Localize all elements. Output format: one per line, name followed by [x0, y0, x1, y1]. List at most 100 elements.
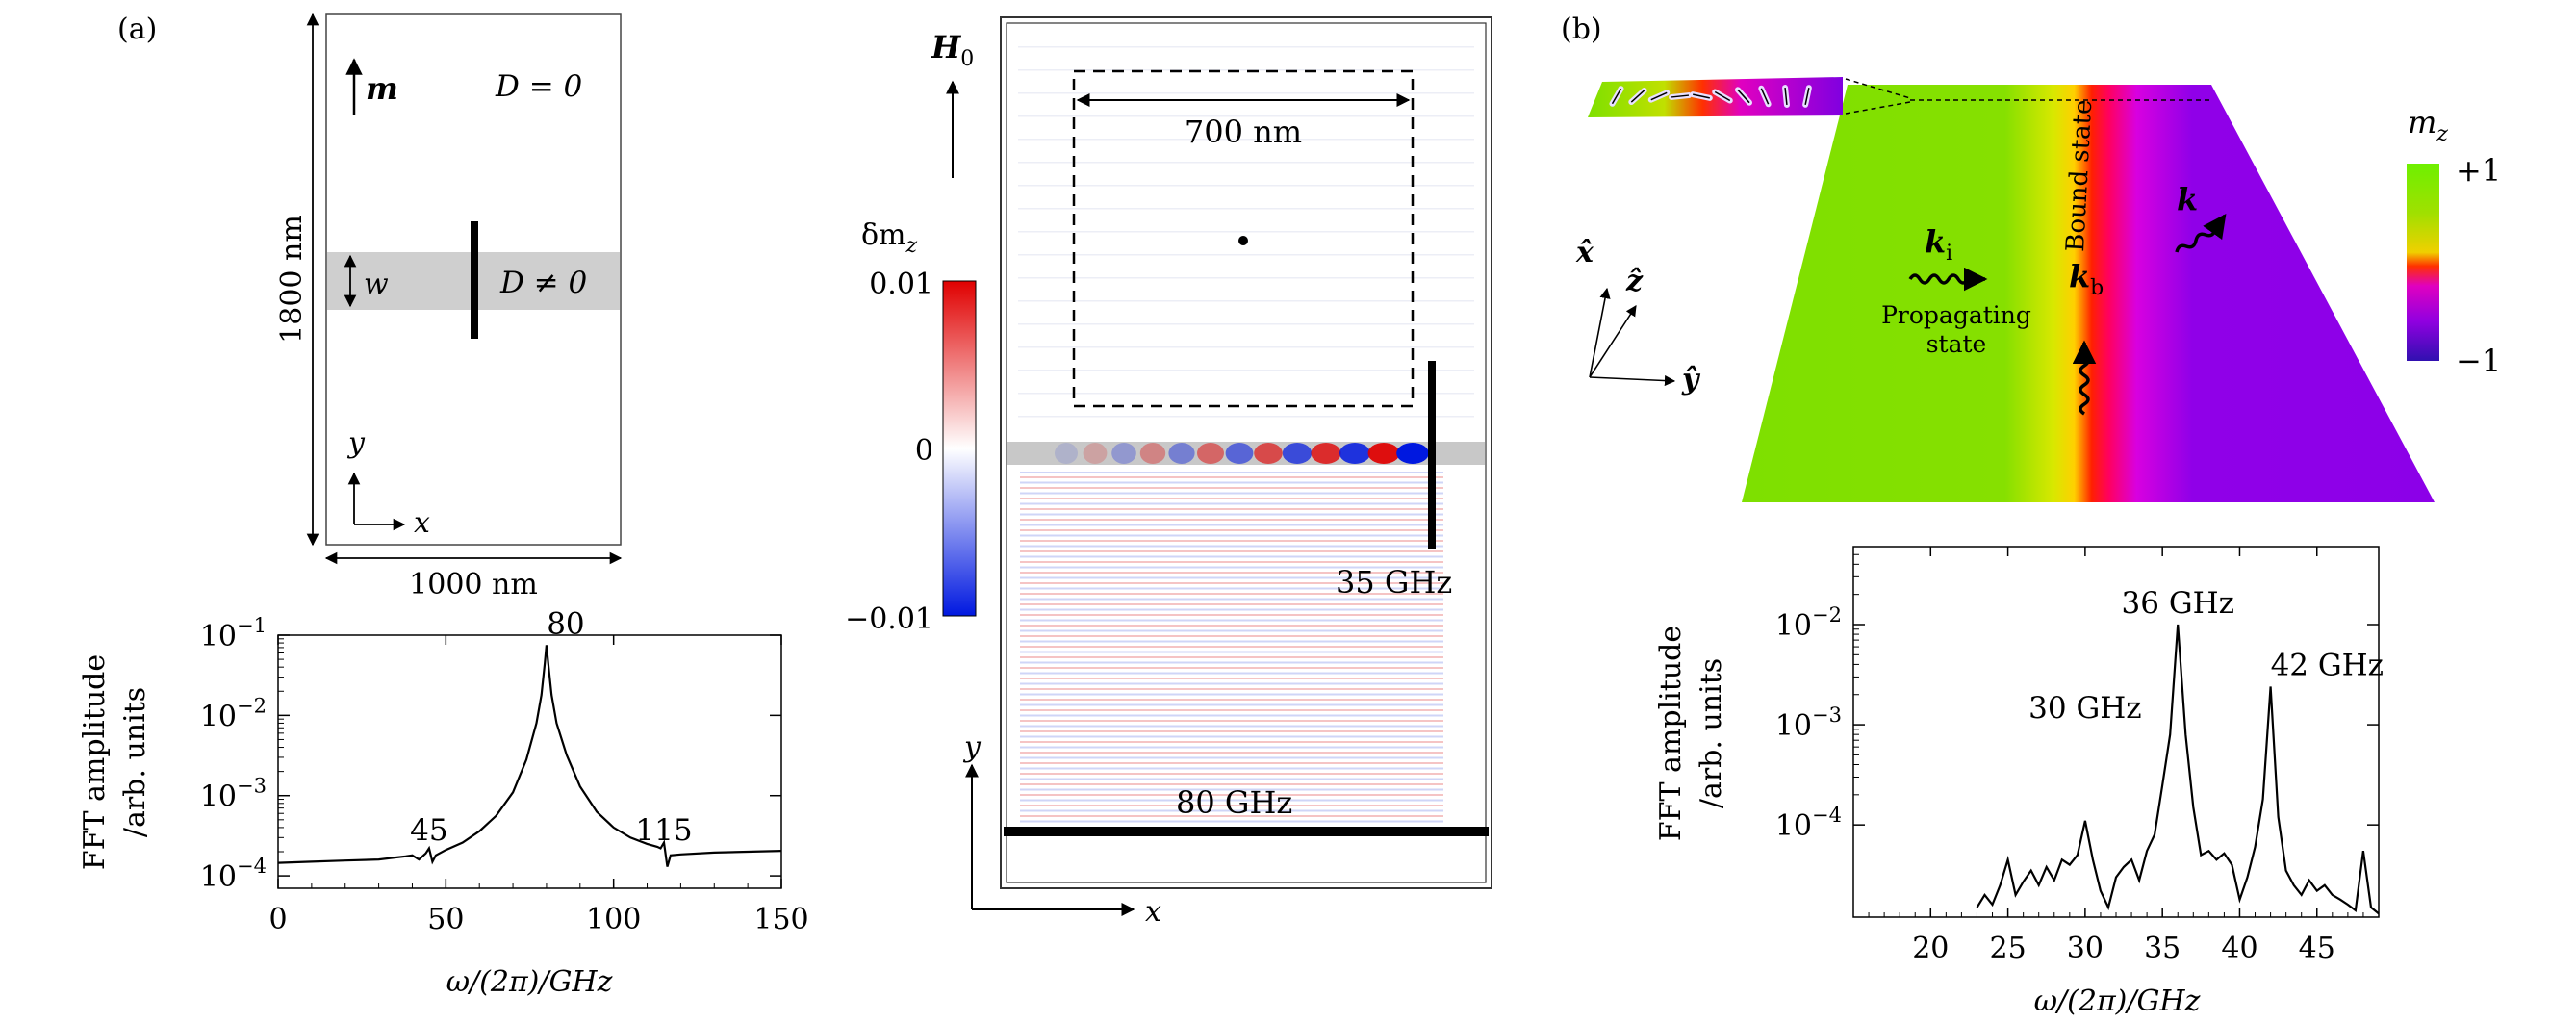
kb-main: k [2069, 258, 2090, 294]
panel-label-b: (b) [1561, 13, 1602, 46]
mini-strip-spin-arrows [1609, 85, 1812, 108]
colorbar-dmz-max: 0.01 [869, 268, 933, 301]
chart-a-xlabel: ω/(2π)/GHz [446, 965, 613, 999]
spin-arrow-core [1714, 90, 1731, 102]
spin-arrow-core [1650, 91, 1668, 101]
axis3d-y-label: ŷ [1681, 363, 1701, 396]
spin-arrow-core [1760, 88, 1770, 105]
y-tick-label: 10−4 [200, 855, 267, 894]
y-tick-label: 10−3 [200, 775, 267, 814]
snapshot: 700 nm 35 GHz 80 GHz H0 y x δmz 0.01 0 −… [845, 16, 1492, 929]
spin-arrow [1712, 89, 1733, 104]
spin-arrow [1669, 92, 1692, 100]
snapshot-stripe-field [1020, 472, 1443, 823]
colorbar-dmz-title: δmz [861, 218, 918, 258]
chart-b-ylabel-2: /arb. units [1695, 658, 1728, 808]
chart-b: 20 25 30 35 40 45 10−2 10−3 10−4 36 GHz 30 GHz 42 … [1654, 546, 2384, 1018]
colorbar-dmz-sub: z [905, 234, 918, 258]
film-outline [325, 13, 622, 546]
spin-arrow-core [1671, 94, 1690, 98]
mode-lobe [1139, 443, 1166, 464]
mode-lobe [1367, 443, 1400, 464]
ki-wave [1908, 267, 1988, 292]
x-tick-label: 45 [2299, 932, 2335, 965]
ki-main: k [1925, 223, 1946, 260]
x-tick-label: 50 [427, 903, 464, 936]
kb-label: kb [2069, 258, 2104, 300]
chart-b-series-line [1976, 624, 2380, 915]
axis3d-z-arrow [1589, 305, 1637, 378]
mode-lobe [1282, 443, 1313, 464]
box-center-dot [1238, 236, 1248, 245]
mode-lobe [1396, 443, 1429, 464]
width-label: 1000 nm [409, 568, 538, 601]
chart-a-frame [277, 634, 782, 889]
colorbar-dmz-min: −0.01 [845, 602, 933, 636]
y-tick-label: 10−2 [200, 694, 267, 733]
kb-wave [2072, 340, 2097, 416]
mode-lobe [1339, 443, 1370, 464]
spin-arrow [1802, 85, 1812, 108]
snapshot-inner-frame [1006, 22, 1487, 883]
spin-arrow [1609, 86, 1624, 107]
panel-label-a: (a) [117, 13, 157, 46]
colorbar-dmz-mid: 0 [915, 434, 933, 468]
colorbar-mz-sub: z [2436, 122, 2448, 146]
annotation-label: 80 [547, 606, 584, 641]
propagating-line2: state [1926, 330, 1987, 358]
y-tick-label: 10−4 [1775, 804, 1842, 843]
chart-b-annotations: 36 GHz 30 GHz 42 GHz [2028, 586, 2384, 726]
spin-arrow [1782, 85, 1790, 108]
x-tick-label: 150 [753, 903, 808, 936]
k-label: k [2177, 181, 2198, 217]
axis-y-label-b: y [962, 730, 982, 764]
mode-lobe [1197, 443, 1224, 464]
mode-lobe [1083, 443, 1108, 464]
m-label: m [366, 70, 398, 107]
w-label: w [364, 268, 389, 301]
x-tick-label: 35 [2144, 932, 2181, 965]
y-tick-label: 10−2 [1775, 603, 1842, 643]
strip-3d: Bound state ki Propagating state kb k x̂… [1575, 77, 2501, 502]
spin-arrow-core [1737, 89, 1750, 104]
chart-b-frame [1852, 546, 2380, 918]
x-tick-label: 100 [586, 903, 641, 936]
x-tick-label: 25 [1989, 932, 2026, 965]
mode-lobe [1311, 443, 1341, 464]
freq-top-label: 35 GHz [1336, 564, 1452, 601]
axis3d-y-arrow [1589, 374, 1676, 387]
mini-link-lower [1845, 101, 1911, 115]
h0-sub: 0 [960, 47, 974, 71]
h0-label: H0 [931, 29, 974, 71]
spin-arrow-core [1630, 90, 1645, 103]
colorbar-dmz-main: δm [861, 218, 906, 252]
chart-a-series-line [277, 645, 782, 867]
chart-a-annotations: 80 45 115 [410, 606, 692, 848]
schematic: m D = 0 D ≠ 0 w 1800 nm 1000 nm y x [275, 13, 623, 601]
propagating-line1: Propagating [1881, 301, 2031, 329]
spin-arrow [1690, 91, 1713, 101]
spin-arrow-core [1804, 88, 1810, 105]
spin-arrow [1628, 87, 1647, 106]
spin-arrow-core [1784, 87, 1788, 106]
chart-b-xlabel: ω/(2π)/GHz [2034, 985, 2201, 1018]
y-tick-label: 10−3 [1775, 703, 1842, 743]
axis-y-label: y [346, 426, 366, 460]
strip-surface [1742, 85, 2435, 502]
freq-bottom-label: 80 GHz [1176, 784, 1292, 821]
spin-arrow-core [1611, 88, 1622, 105]
chart-b-ylabel-1: FFT amplitude [1654, 626, 1688, 841]
box-width-label: 700 nm [1185, 114, 1302, 150]
snapshot-mode-lobes [1055, 443, 1429, 464]
annotation-label: 45 [410, 813, 447, 848]
h0-main: H [931, 29, 962, 65]
chart-a: 0 50 100 150 10−1 10−2 10−3 10−4 80 45 115 FFT am… [78, 606, 809, 999]
spin-arrow-core [1693, 93, 1710, 99]
chart-a-ticks: 0 50 100 150 10−1 10−2 10−3 10−4 [200, 614, 809, 936]
x-tick-label: 40 [2221, 932, 2257, 965]
mode-lobe [1254, 443, 1283, 464]
kb-sub: b [2090, 276, 2104, 300]
colorbar-dmz [942, 280, 977, 617]
mode-lobe [1055, 443, 1078, 464]
